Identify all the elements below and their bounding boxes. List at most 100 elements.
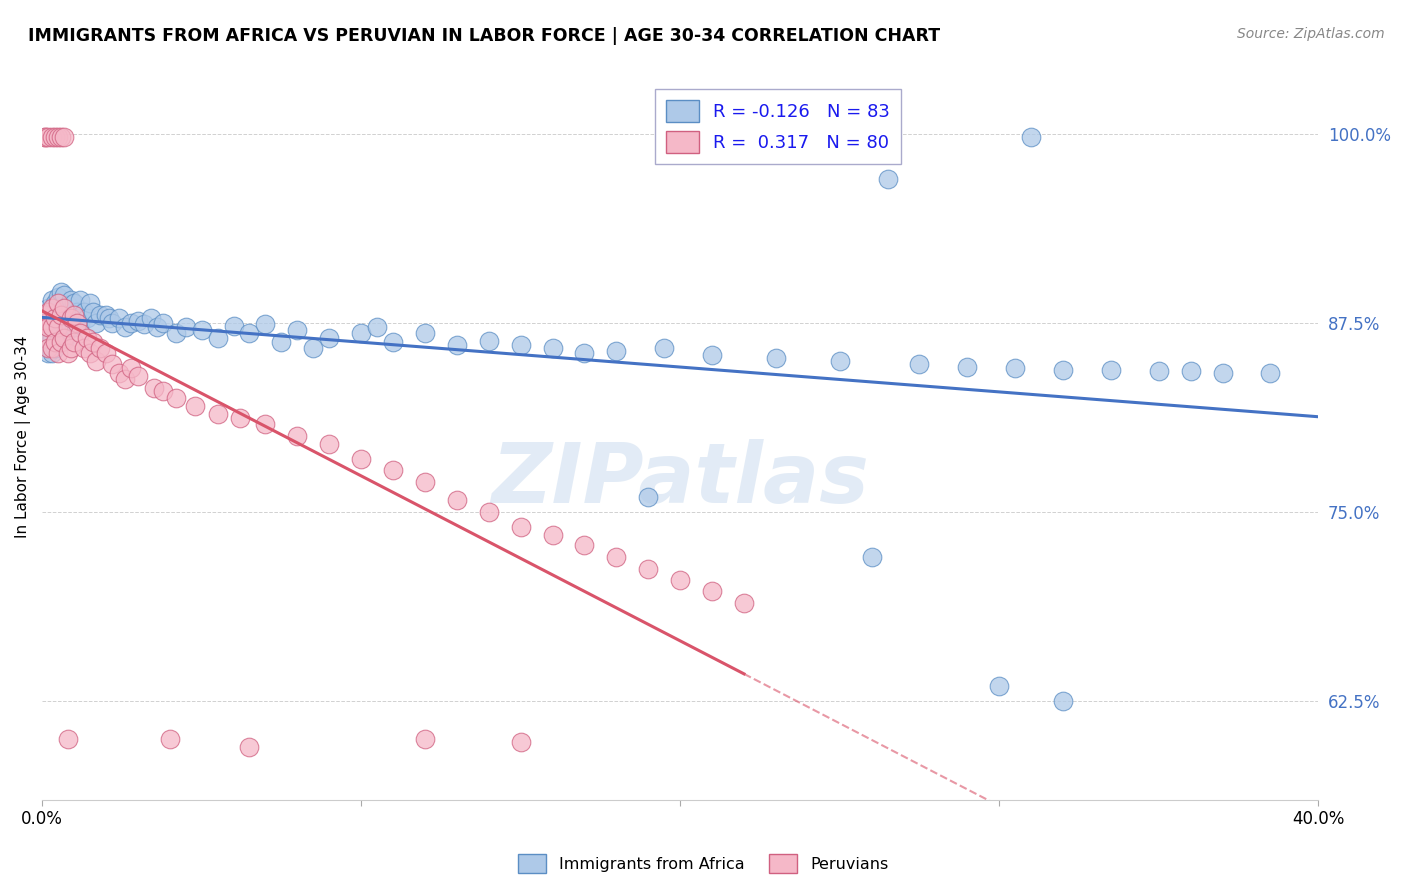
Point [174,320,197,334]
Point [382,462,405,476]
Point [366,320,388,334]
Point [69,293,91,307]
Legend: Immigrants from Africa, Peruvians: Immigrants from Africa, Peruvians [512,847,894,880]
Point [41,129,63,144]
Text: Source: ZipAtlas.com: Source: ZipAtlas.com [1237,27,1385,41]
Point [44,311,66,326]
Point [44,335,66,350]
Point [107,311,129,326]
Point [98,311,121,326]
Point [72,305,94,319]
Point [285,323,308,337]
Point [59,311,82,326]
Point [1260,366,1282,380]
Point [1099,362,1122,376]
Point [254,318,277,332]
Point [51,129,73,144]
Point [120,361,142,376]
Point [41,301,63,315]
Point [165,326,187,341]
Point [56,731,79,746]
Point [222,318,245,333]
Point [51,285,73,300]
Point [46,129,69,144]
Point [66,316,89,330]
Point [53,334,76,348]
Point [59,293,82,307]
Point [37,316,59,330]
Point [1212,366,1234,380]
Point [46,296,69,310]
Point [509,735,531,749]
Point [541,527,564,541]
Point [59,342,82,356]
Point [82,335,104,350]
Point [876,172,898,186]
Y-axis label: In Labor Force | Age 30-34: In Labor Force | Age 30-34 [15,335,31,538]
Point [956,359,979,374]
Point [605,344,627,359]
Point [44,129,66,144]
Point [66,305,89,319]
Point [700,347,723,361]
Point [152,384,174,398]
Point [41,320,63,334]
Point [37,346,59,360]
Point [76,331,98,345]
Point [637,490,659,504]
Point [142,381,165,395]
Point [114,372,136,386]
Point [79,296,101,310]
Point [285,429,308,443]
Point [53,301,76,315]
Point [1004,361,1026,376]
Point [34,316,56,330]
Point [120,316,142,330]
Point [238,739,260,754]
Text: ZIPatlas: ZIPatlas [491,440,869,520]
Point [1052,362,1074,376]
Point [37,129,59,144]
Point [34,308,56,322]
Point [86,353,108,368]
Point [159,731,181,746]
Point [988,679,1011,693]
Point [41,342,63,356]
Point [44,296,66,310]
Point [37,320,59,334]
Point [44,311,66,326]
Point [72,342,94,356]
Point [350,326,373,341]
Point [107,366,129,380]
Point [89,308,111,322]
Point [165,392,187,406]
Point [190,323,212,337]
Point [127,314,149,328]
Point [574,346,596,360]
Point [382,335,405,350]
Point [302,342,325,356]
Point [37,301,59,315]
Point [41,308,63,322]
Point [53,331,76,345]
Point [318,437,340,451]
Point [34,331,56,345]
Point [446,338,468,352]
Point [34,129,56,144]
Point [1180,364,1202,378]
Point [37,331,59,345]
Point [828,353,851,368]
Point [652,342,675,356]
Point [94,308,117,322]
Point [56,297,79,311]
Point [46,311,69,326]
Point [134,318,156,332]
Point [34,308,56,322]
Point [69,326,91,341]
Point [270,335,292,350]
Point [184,399,207,413]
Point [89,342,111,356]
Point [733,596,755,610]
Point [1052,694,1074,708]
Point [63,308,86,322]
